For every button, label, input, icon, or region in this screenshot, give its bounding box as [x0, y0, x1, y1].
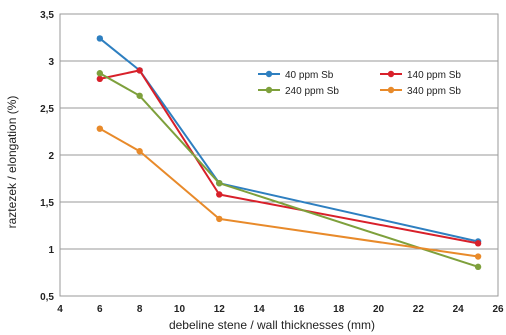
x-tick-label: 4 — [57, 304, 63, 315]
y-tick-label: 2 — [48, 151, 54, 162]
data-point — [474, 240, 482, 247]
series — [96, 67, 482, 247]
x-tick-label: 18 — [333, 304, 345, 315]
x-tick-label: 10 — [174, 304, 186, 315]
legend-label: 140 ppm Sb — [407, 70, 461, 81]
x-axis-ticks: 4 6 8 10 12 14 16 18 20 22 24 26 — [57, 304, 504, 315]
x-tick-label: 12 — [214, 304, 226, 315]
legend-label: 240 ppm Sb — [285, 86, 339, 97]
legend-item: 40 ppm Sb — [258, 70, 334, 81]
legend: 40 ppm Sb 140 ppm Sb 240 ppm Sb 340 ppm Sb — [258, 70, 461, 97]
series-line — [99, 69, 479, 245]
legend-item: 240 ppm Sb — [258, 86, 339, 97]
legend-item: 140 ppm Sb — [380, 70, 461, 81]
y-tick-label: 1 — [48, 245, 54, 256]
series — [96, 125, 482, 260]
data-point — [96, 35, 104, 42]
series-group — [96, 35, 482, 271]
x-tick-label: 20 — [373, 304, 385, 315]
series-line — [99, 72, 479, 268]
x-tick-label: 8 — [137, 304, 143, 315]
series-line — [99, 127, 479, 258]
legend-item: 340 ppm Sb — [380, 86, 461, 97]
data-point — [474, 253, 482, 260]
legend-swatch-marker — [265, 86, 273, 94]
legend-label: 340 ppm Sb — [407, 86, 461, 97]
x-tick-label: 6 — [97, 304, 103, 315]
series-line — [99, 37, 479, 243]
y-axis-title: raztezek / elongation (%) — [5, 96, 19, 229]
series — [96, 70, 482, 271]
x-tick-label: 26 — [492, 304, 504, 315]
x-tick-label: 16 — [293, 304, 305, 315]
plot-border — [59, 13, 499, 297]
data-point — [216, 215, 223, 223]
data-point — [96, 70, 104, 77]
legend-swatch-marker — [387, 86, 395, 94]
legend-swatch-marker — [265, 70, 273, 78]
legend-label: 40 ppm Sb — [285, 70, 334, 81]
data-point — [96, 125, 104, 132]
x-axis-title: debeline stene / wall thicknesses (mm) — [169, 318, 375, 332]
data-point — [474, 263, 482, 271]
x-tick-label: 24 — [453, 304, 465, 315]
x-tick-label: 14 — [254, 304, 266, 315]
y-tick-label: 0,5 — [40, 292, 54, 303]
y-tick-label: 3,5 — [40, 10, 54, 21]
data-point — [136, 148, 143, 155]
x-tick-label: 22 — [413, 304, 425, 315]
y-tick-label: 3 — [48, 57, 54, 68]
y-axis-ticks: 0,5 1 1,5 2 2,5 3 3,5 — [40, 10, 54, 303]
y-tick-label: 1,5 — [40, 198, 54, 209]
data-point — [216, 180, 223, 187]
data-point — [96, 75, 104, 83]
data-point — [136, 67, 143, 74]
data-point — [216, 191, 223, 198]
data-point — [136, 92, 143, 99]
legend-swatch-marker — [387, 70, 395, 78]
y-tick-label: 2,5 — [40, 104, 54, 115]
